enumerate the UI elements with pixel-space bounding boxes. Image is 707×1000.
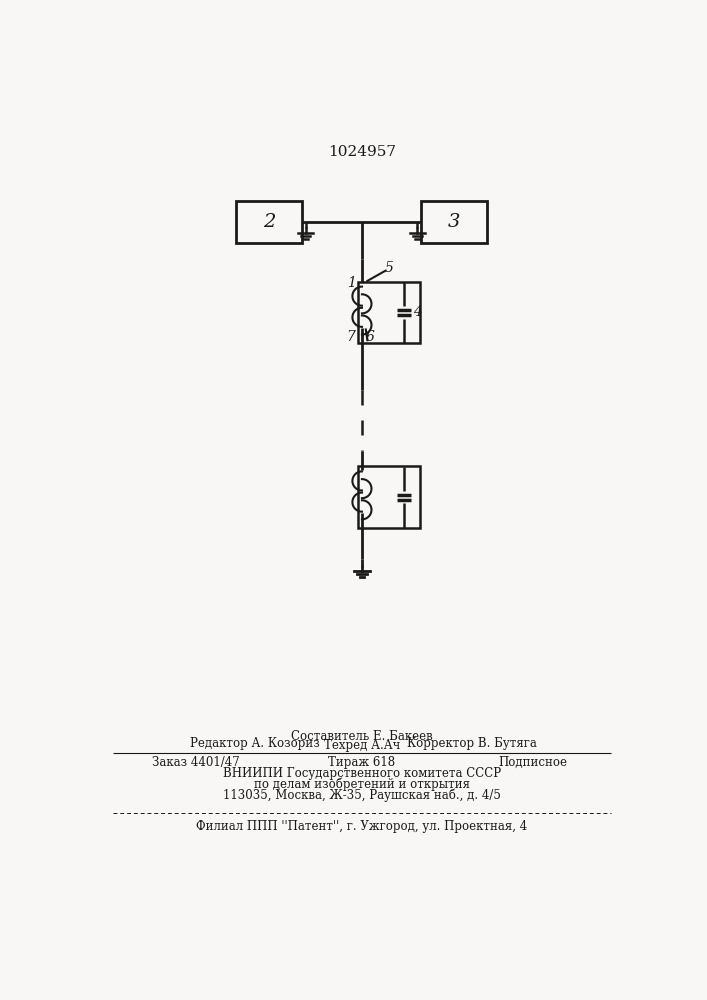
Text: Корректор В. Бутяга: Корректор В. Бутяга [407,737,537,750]
Text: Филиал ППП ''Патент'', г. Ужгород, ул. Проектная, 4: Филиал ППП ''Патент'', г. Ужгород, ул. П… [197,820,527,833]
Text: 5: 5 [385,261,393,275]
Text: по делам изобретений и открытия: по делам изобретений и открытия [254,778,470,791]
Text: 6: 6 [366,330,374,344]
Text: Подписное: Подписное [498,756,568,769]
Text: Составитель Е. Бакеев: Составитель Е. Бакеев [291,730,433,742]
Text: Редактор А. Козориз: Редактор А. Козориз [190,737,320,750]
Text: 7: 7 [346,330,356,344]
Text: 1024957: 1024957 [328,145,396,159]
Text: Заказ 4401/47: Заказ 4401/47 [152,756,240,769]
Text: 113035, Москва, Ж-35, Раушская наб., д. 4/5: 113035, Москва, Ж-35, Раушская наб., д. … [223,789,501,802]
Text: 4: 4 [414,306,422,320]
Text: 3: 3 [448,213,460,231]
Bar [236,201,302,243]
Text: Техред А.Ач: Техред А.Ач [324,739,400,752]
Text: 2: 2 [263,213,275,231]
Bar [358,282,420,343]
Text: ВНИИПИ Государственного комитета СССР: ВНИИПИ Государственного комитета СССР [223,767,501,780]
Text: 1: 1 [346,276,356,290]
Bar [358,466,420,528]
Text: Тираж 618: Тираж 618 [328,756,395,769]
Bar [421,201,486,243]
